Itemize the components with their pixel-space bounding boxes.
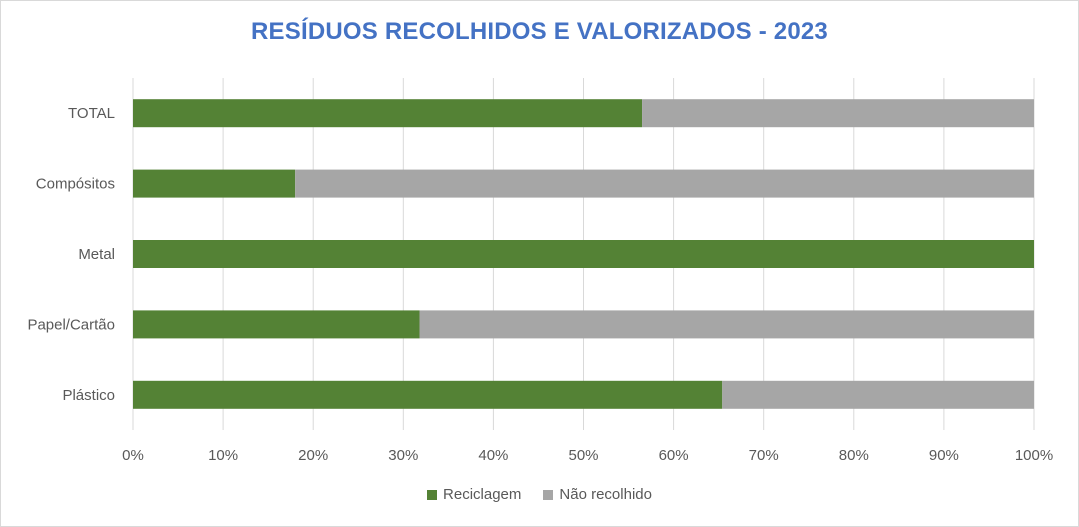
bar-nao-recolhido [642, 99, 1034, 128]
x-tick-label: 70% [749, 447, 779, 464]
chart-title: RESÍDUOS RECOLHIDOS E VALORIZADOS - 2023 [251, 18, 828, 45]
x-tick-label: 0% [122, 447, 144, 464]
bar-nao-recolhido [419, 310, 1034, 339]
legend-item-reciclagem: Reciclagem [427, 486, 521, 503]
legend-item-nao-recolhido: Não recolhido [543, 486, 652, 503]
legend-label-reciclagem: Reciclagem [443, 486, 522, 503]
x-tick-label: 40% [478, 447, 508, 464]
x-tick-label: 10% [208, 447, 238, 464]
chart-legend: Reciclagem Não recolhido [0, 486, 1079, 503]
category-label: Plástico [62, 387, 115, 404]
x-tick-label: 100% [1015, 447, 1053, 464]
legend-swatch-reciclagem [427, 489, 438, 500]
x-tick-label: 50% [568, 447, 598, 464]
bar-reciclagem [133, 99, 643, 128]
legend-label-nao-recolhido: Não recolhido [559, 486, 652, 503]
x-tick-label: 90% [929, 447, 959, 464]
bar-nao-recolhido [295, 169, 1034, 198]
bar-reciclagem [133, 240, 1034, 268]
bar-reciclagem [133, 310, 420, 339]
category-label: TOTAL [68, 105, 115, 122]
bar-reciclagem [133, 380, 723, 409]
legend-swatch-nao-recolhido [543, 489, 554, 500]
x-tick-label: 30% [388, 447, 418, 464]
bar-nao-recolhido [722, 380, 1034, 409]
x-tick-label: 20% [298, 447, 328, 464]
x-tick-label: 80% [839, 447, 869, 464]
x-tick-label: 60% [659, 447, 689, 464]
category-label: Compósitos [36, 176, 115, 193]
category-label: Papel/Cartão [27, 316, 115, 333]
category-label: Metal [78, 246, 115, 263]
bar-reciclagem [133, 169, 296, 198]
